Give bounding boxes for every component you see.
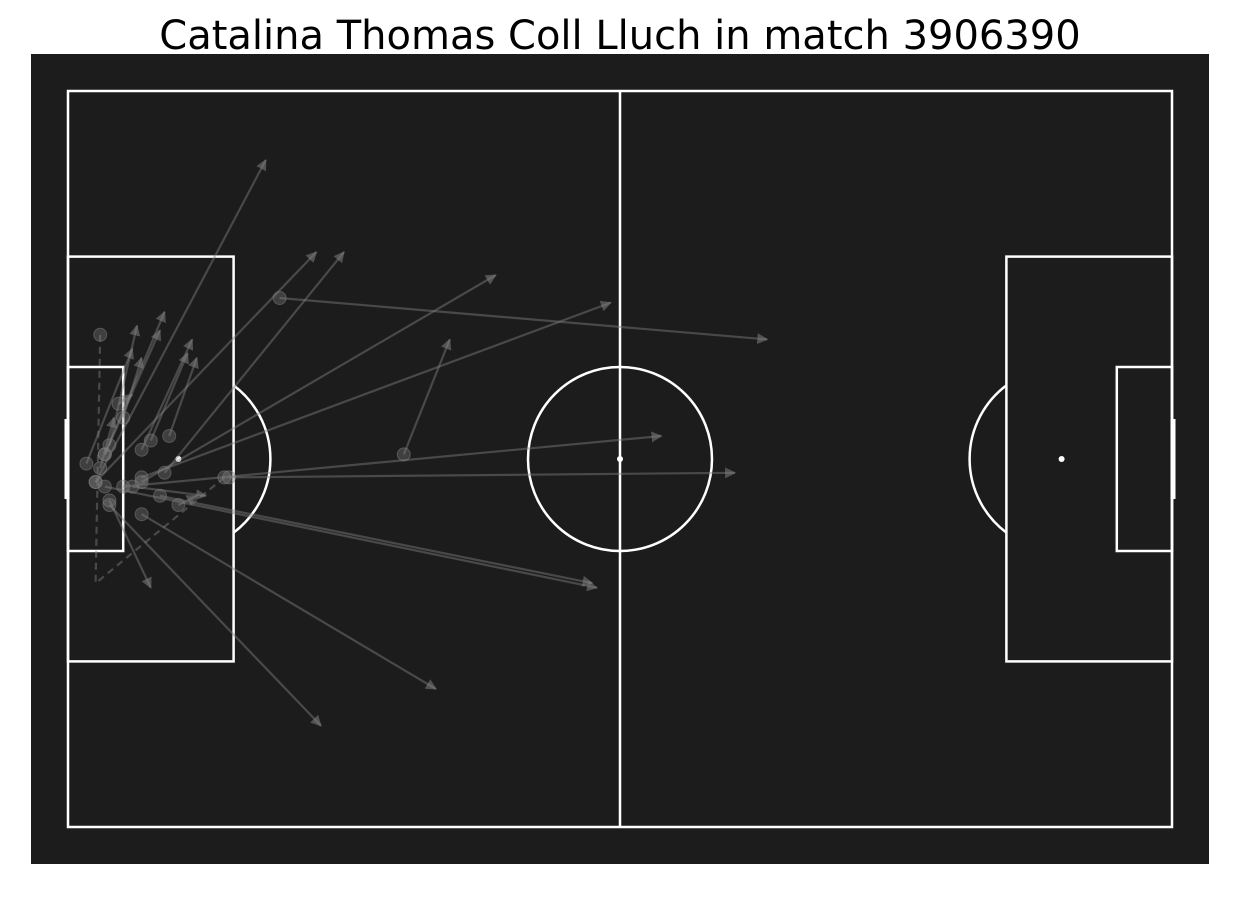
pass-line bbox=[117, 393, 134, 405]
pass-line bbox=[141, 300, 612, 479]
pass-origin-point bbox=[134, 470, 149, 485]
pass-line bbox=[279, 296, 769, 345]
pass-origin-point bbox=[93, 461, 108, 476]
pass-line bbox=[163, 251, 345, 474]
pass-line bbox=[177, 494, 198, 506]
pass-origin-point bbox=[143, 433, 158, 448]
pitch-spots bbox=[175, 456, 1065, 462]
pass-line bbox=[168, 356, 199, 437]
pass-line bbox=[141, 274, 497, 483]
pass-line bbox=[108, 504, 322, 727]
pass-origin-point bbox=[102, 493, 117, 508]
pass-line bbox=[228, 467, 737, 479]
pass-line bbox=[402, 338, 452, 455]
pass-origin-point bbox=[116, 410, 131, 425]
left-penalty-arc bbox=[232, 384, 272, 534]
pass-origin-point bbox=[125, 479, 140, 494]
pass-origin-point bbox=[79, 456, 94, 471]
passes-layer bbox=[79, 159, 769, 727]
pass-line bbox=[94, 334, 102, 584]
pass-line bbox=[85, 347, 134, 465]
pass-line bbox=[94, 159, 267, 483]
pass-line bbox=[103, 329, 162, 455]
pass-origin-point bbox=[97, 479, 112, 494]
pass-origin-point bbox=[396, 447, 411, 462]
pass-line bbox=[99, 416, 117, 469]
pass-line bbox=[141, 513, 437, 690]
chart-title: Catalina Thomas Coll Lluch in match 3906… bbox=[159, 13, 1081, 59]
right-penalty-arc bbox=[968, 384, 1008, 534]
pass-line bbox=[103, 310, 166, 455]
pass-origin-point bbox=[93, 327, 108, 342]
pass-origin-point bbox=[134, 442, 149, 457]
center-spot bbox=[617, 456, 623, 462]
pass-origin-point bbox=[171, 498, 186, 512]
pass-origin-point bbox=[102, 498, 117, 512]
pass-line bbox=[122, 356, 144, 418]
pass-origin-point bbox=[134, 507, 149, 522]
pass-line bbox=[94, 476, 226, 585]
pass-line bbox=[149, 352, 189, 442]
pass-line bbox=[123, 431, 663, 488]
pass-origin-point bbox=[153, 488, 167, 503]
pass-origin-point bbox=[272, 291, 287, 305]
left-penalty-spot bbox=[175, 456, 182, 462]
pass-origin-point bbox=[157, 465, 172, 480]
right-penalty-spot bbox=[1058, 456, 1065, 462]
pass-origin-point bbox=[162, 429, 177, 443]
pass-origin-point bbox=[217, 470, 232, 485]
pitch-markings bbox=[64, 89, 1176, 829]
pass-origin-point bbox=[111, 396, 126, 411]
pass-origin-point bbox=[102, 438, 117, 453]
center-circle bbox=[526, 365, 714, 553]
pass-line bbox=[159, 494, 594, 587]
pass-line bbox=[108, 499, 152, 589]
pass-line bbox=[94, 251, 318, 483]
pass-origin-point bbox=[222, 470, 236, 485]
